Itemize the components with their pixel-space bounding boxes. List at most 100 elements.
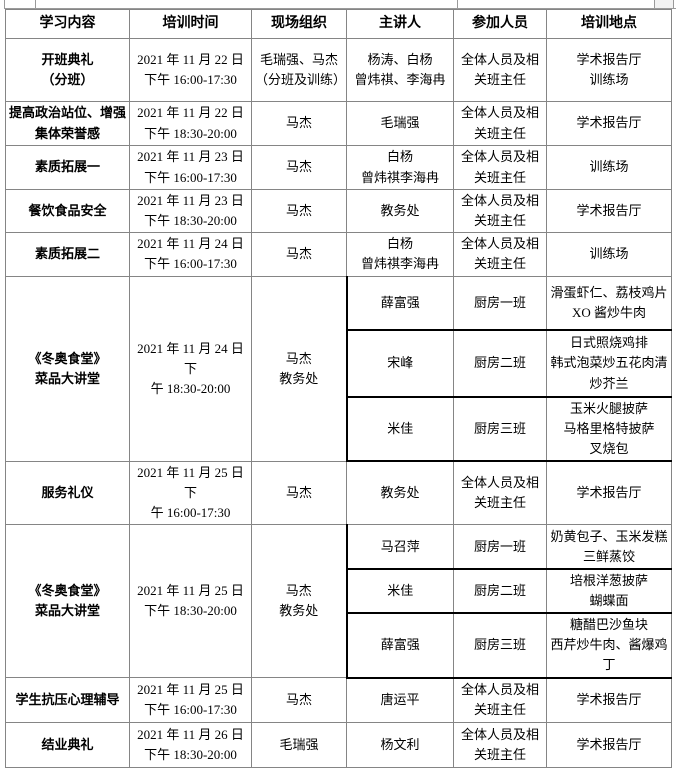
cell-speaker: 教务处 xyxy=(346,188,454,234)
cell-speaker: 教务处 xyxy=(346,460,454,526)
cell-time: 2021 年 11 月 23 日 下午 18:30-20:00 xyxy=(129,188,252,234)
cell-content: 《冬奥食堂》 菜品大讲堂 xyxy=(5,524,130,679)
cell-participants: 全体人员及相 关班主任 xyxy=(453,145,547,190)
cell-participants: 厨房一班 xyxy=(453,524,547,570)
remnant-left-edge xyxy=(4,0,5,9)
cell-participants: 厨房三班 xyxy=(453,396,547,463)
column-header-training-time: 培训时间 xyxy=(129,9,252,39)
table-row: 餐饮食品安全 2021 年 11 月 23 日 下午 18:30-20:00 马… xyxy=(5,188,672,234)
column-header-learning-content: 学习内容 xyxy=(5,9,130,39)
table-row: 开班典礼 （分班） 2021 年 11 月 22 日 下午 16:00-17:3… xyxy=(5,38,672,102)
cell-participants: 全体人员及相 关班主任 xyxy=(453,460,547,526)
cell-location: 学术报告厅 xyxy=(546,460,672,526)
cell-location: 学术报告厅 xyxy=(546,101,672,146)
cell-participants: 全体人员及相 关班主任 xyxy=(453,722,547,768)
cell-time: 2021 年 11 月 24 日下 午 18:30-20:00 xyxy=(129,275,252,462)
cell-participants: 全体人员及相 关班主任 xyxy=(453,232,547,277)
cell-content: 《冬奥食堂》 菜品大讲堂 xyxy=(5,275,130,462)
remnant-tick-right xyxy=(457,0,458,9)
table-row: 素质拓展一 2021 年 11 月 23 日 下午 16:00-17:30 马杰… xyxy=(5,145,672,190)
cell-participants: 厨房一班 xyxy=(453,275,547,331)
cell-participants: 厨房二班 xyxy=(453,567,547,614)
cell-speaker: 薛富强 xyxy=(345,275,454,331)
cropped-table-remnant xyxy=(0,0,677,9)
cell-speaker: 白杨 曾炜祺李海冉 xyxy=(346,145,454,190)
column-header-location: 培训地点 xyxy=(546,9,672,39)
cell-location: 玉米火腿披萨 马格里格特披萨 叉烧包 xyxy=(546,396,672,463)
table-row: 服务礼仪 2021 年 11 月 25 日下 午 16:00-17:30 马杰 … xyxy=(5,460,672,526)
column-header-speaker: 主讲人 xyxy=(346,9,454,39)
remnant-bottom-line xyxy=(4,8,676,9)
cell-location: 学术报告厅 训练场 xyxy=(546,38,672,102)
cell-organizer: 毛瑞强 xyxy=(251,722,347,768)
cell-time: 2021 年 11 月 22 日 下午 16:00-17:30 xyxy=(129,38,252,102)
cell-time: 2021 年 11 月 22 日 下午 18:30-20:00 xyxy=(129,101,252,146)
cell-time: 2021 年 11 月 23 日 下午 16:00-17:30 xyxy=(129,145,252,190)
cell-speaker: 杨涛、白杨 曾炜祺、李海冉 xyxy=(346,38,454,102)
cell-participants: 厨房三班 xyxy=(453,612,547,679)
cell-content: 结业典礼 xyxy=(5,722,130,768)
cell-content: 开班典礼 （分班） xyxy=(5,38,130,102)
cell-location: 学术报告厅 xyxy=(546,677,672,724)
cell-time: 2021 年 11 月 25 日下 午 16:00-17:30 xyxy=(129,460,252,526)
table-row-group-session: 米佳 厨房二班 培根洋葱披萨 蝴蝶面 xyxy=(6,567,672,614)
cell-content: 餐饮食品安全 xyxy=(5,188,130,234)
cell-speaker: 毛瑞强 xyxy=(346,101,454,146)
cell-speaker: 白杨 曾炜祺李海冉 xyxy=(346,232,454,277)
cell-participants: 全体人员及相 关班主任 xyxy=(453,101,547,146)
cell-organizer: 马杰 教务处 xyxy=(251,524,347,679)
cell-speaker: 宋峰 xyxy=(345,329,454,398)
cell-organizer: 马杰 教务处 xyxy=(251,275,347,462)
table-row: 学生抗压心理辅导 2021 年 11 月 25 日 下午 16:00-17:30… xyxy=(5,677,672,724)
cell-location: 糖醋巴沙鱼块 西芹炒牛肉、酱爆鸡丁 xyxy=(546,612,672,679)
cell-time: 2021 年 11 月 24 日 下午 16:00-17:30 xyxy=(129,232,252,277)
cell-location: 学术报告厅 xyxy=(546,722,672,768)
cell-organizer: 马杰 xyxy=(251,677,347,724)
cell-location: 训练场 xyxy=(546,232,672,277)
cell-organizer: 马杰 xyxy=(251,145,347,190)
header-row: 学习内容 培训时间 现场组织 主讲人 参加人员 培训地点 xyxy=(5,9,672,39)
cell-content: 素质拓展一 xyxy=(5,145,130,190)
cell-location: 滑蛋虾仁、荔枝鸡片 XO 酱炒牛肉 xyxy=(546,275,672,331)
cell-time: 2021 年 11 月 25 日 下午 16:00-17:30 xyxy=(129,677,252,724)
cell-participants: 全体人员及相 关班主任 xyxy=(453,188,547,234)
table-row-group-session: 《冬奥食堂》 菜品大讲堂 2021 年 11 月 24 日下 午 18:30-2… xyxy=(5,275,672,462)
table-row-group-session: 米佳 厨房三班 玉米火腿披萨 马格里格特披萨 叉烧包 xyxy=(6,396,672,463)
cell-content: 服务礼仪 xyxy=(5,460,130,526)
cell-speaker: 马召萍 xyxy=(345,524,454,570)
cell-speaker: 唐运平 xyxy=(346,677,454,724)
cell-organizer: 毛瑞强、马杰 （分班及训练） xyxy=(251,38,347,102)
column-header-organizer: 现场组织 xyxy=(251,9,347,39)
cell-location: 培根洋葱披萨 蝴蝶面 xyxy=(546,567,672,614)
cell-organizer: 马杰 xyxy=(251,188,347,234)
cell-location: 学术报告厅 xyxy=(546,188,672,234)
cell-participants: 厨房二班 xyxy=(453,329,547,398)
cell-participants: 全体人员及相 关班主任 xyxy=(453,38,547,102)
cell-location: 训练场 xyxy=(546,145,672,190)
cell-participants: 全体人员及相 关班主任 xyxy=(453,677,547,724)
cell-content: 提高政治站位、增强 集体荣誉感 xyxy=(5,101,130,146)
cell-location: 日式照烧鸡排 韩式泡菜炒五花肉清 炒芥兰 xyxy=(546,329,672,398)
table-row-group-session: 宋峰 厨房二班 日式照烧鸡排 韩式泡菜炒五花肉清 炒芥兰 xyxy=(6,329,672,398)
cell-speaker: 杨文利 xyxy=(346,722,454,768)
remnant-corner-cell xyxy=(654,0,674,9)
table-row-group-session: 《冬奥食堂》 菜品大讲堂 2021 年 11 月 25 日 下午 18:30-2… xyxy=(5,524,672,679)
cell-time: 2021 年 11 月 26 日 下午 18:30-20:00 xyxy=(129,722,252,768)
cell-time: 2021 年 11 月 25 日 下午 18:30-20:00 xyxy=(129,524,252,679)
cell-location: 奶黄包子、玉米发糕 三鲜蒸饺 xyxy=(546,524,672,570)
cell-speaker: 米佳 xyxy=(345,567,454,614)
cell-speaker: 米佳 xyxy=(345,396,454,463)
cell-organizer: 马杰 xyxy=(251,232,347,277)
cell-content: 素质拓展二 xyxy=(5,232,130,277)
cell-content: 学生抗压心理辅导 xyxy=(5,677,130,724)
table-row: 素质拓展二 2021 年 11 月 24 日 下午 16:00-17:30 马杰… xyxy=(5,232,672,277)
training-schedule-table: 学习内容 培训时间 现场组织 主讲人 参加人员 培训地点 开班典礼 （分班） 2… xyxy=(5,9,672,768)
table-row: 提高政治站位、增强 集体荣誉感 2021 年 11 月 22 日 下午 18:3… xyxy=(5,101,672,146)
remnant-tick-left xyxy=(35,0,36,9)
cell-organizer: 马杰 xyxy=(251,460,347,526)
cell-speaker: 薛富强 xyxy=(345,612,454,679)
table-row-group-session: 薛富强 厨房三班 糖醋巴沙鱼块 西芹炒牛肉、酱爆鸡丁 xyxy=(6,612,672,679)
column-header-participants: 参加人员 xyxy=(453,9,547,39)
cell-organizer: 马杰 xyxy=(251,101,347,146)
